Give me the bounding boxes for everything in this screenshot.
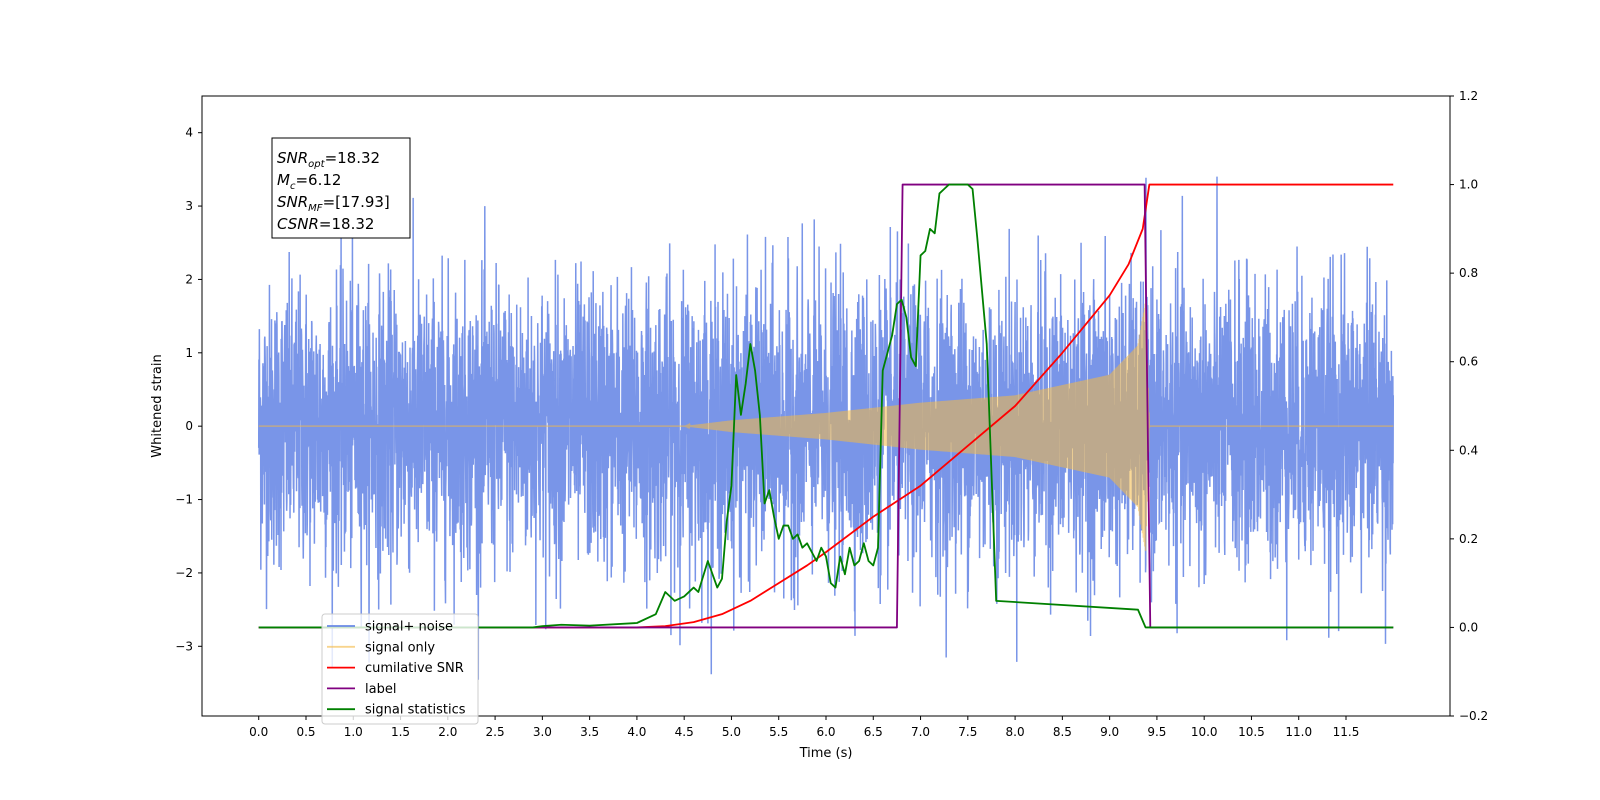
x-tick-label: 1.5 [391, 725, 410, 739]
legend-label: cumilative SNR [365, 661, 464, 676]
x-axis-label: Time (s) [799, 746, 853, 761]
x-tick-label: 11.0 [1285, 725, 1312, 739]
x-tick-label: 9.0 [1100, 725, 1119, 739]
legend-label: label [365, 682, 396, 697]
x-tick-label: 10.0 [1191, 725, 1218, 739]
y-tick-label: 2 [185, 272, 193, 286]
y-axis-label: Whitened strain [150, 354, 165, 457]
y2-tick-label: −0.2 [1459, 709, 1488, 723]
annotation-line: SNRMF=[17.93] [277, 193, 390, 214]
y2-tick-label: 0.2 [1459, 532, 1478, 546]
x-tick-label: 5.5 [769, 725, 788, 739]
x-tick-label: 6.5 [864, 725, 883, 739]
annotation-box: SNRopt=18.32Mc=6.12SNRMF=[17.93]CSNR=18.… [271, 137, 411, 239]
x-tick-label: 3.0 [533, 725, 552, 739]
x-tick-label: 8.0 [1006, 725, 1025, 739]
x-tick-label: 7.0 [911, 725, 930, 739]
y-tick-label: 4 [185, 126, 193, 140]
annotation-line: Mc=6.12 [277, 171, 341, 192]
y2-tick-label: 0.4 [1459, 443, 1478, 457]
x-tick-label: 3.5 [580, 725, 599, 739]
x-tick-label: 4.5 [675, 725, 694, 739]
x-tick-label: 4.0 [627, 725, 646, 739]
x-axis: 0.0 0.5 1.0 1.5 2.0 2.5 3.0 3.5 4.0 4.5 5.0 5.5 6.0 6… [249, 716, 1359, 739]
x-tick-label: 2.0 [438, 725, 457, 739]
y2-tick-label: 0.0 [1459, 620, 1478, 634]
x-tick-label: 8.5 [1053, 725, 1072, 739]
annotation-line: SNRopt=18.32 [277, 149, 380, 170]
x-tick-label: 6.0 [816, 725, 835, 739]
y-tick-label: −3 [175, 639, 193, 653]
y2-tick-label: 1.2 [1459, 89, 1478, 103]
x-tick-label: 0.0 [249, 725, 268, 739]
y-tick-label: 3 [185, 199, 193, 213]
y2-tick-label: 0.6 [1459, 355, 1478, 369]
y-tick-label: −2 [175, 566, 193, 580]
x-tick-label: 0.5 [296, 725, 315, 739]
series-signal-only [258, 303, 1394, 551]
x-tick-label: 11.5 [1333, 725, 1360, 739]
annotation-line: CSNR=18.32 [277, 215, 374, 233]
y-tick-label: −1 [175, 493, 193, 507]
y-axis-left: −3 −2 −1 0 1 2 3 4 [175, 126, 202, 653]
legend-label: signal+ noise [365, 620, 453, 635]
legend-label: signal only [365, 640, 435, 655]
series-signal-statistics [258, 183, 1394, 629]
x-tick-label: 9.5 [1147, 725, 1166, 739]
legend: signal+ noise signal only cumilative SNR la… [321, 613, 479, 725]
x-tick-label: 10.5 [1238, 725, 1265, 739]
y2-tick-label: 1.0 [1459, 178, 1478, 192]
plot-area [257, 176, 1395, 680]
annotation-frame [271, 137, 411, 239]
x-tick-label: 7.5 [958, 725, 977, 739]
y-tick-label: 0 [185, 419, 193, 433]
x-tick-label: 5.0 [722, 725, 741, 739]
legend-frame [321, 613, 479, 725]
x-tick-label: 1.0 [344, 725, 363, 739]
x-tick-label: 2.5 [486, 725, 505, 739]
legend-label: signal statistics [365, 703, 466, 718]
y-axis-right: −0.2 0.0 0.2 0.4 0.6 0.8 1.0 1.2 [1450, 89, 1488, 723]
y2-tick-label: 0.8 [1459, 266, 1478, 280]
series-cumulative-snr [258, 183, 1394, 629]
y-tick-label: 1 [185, 346, 193, 360]
